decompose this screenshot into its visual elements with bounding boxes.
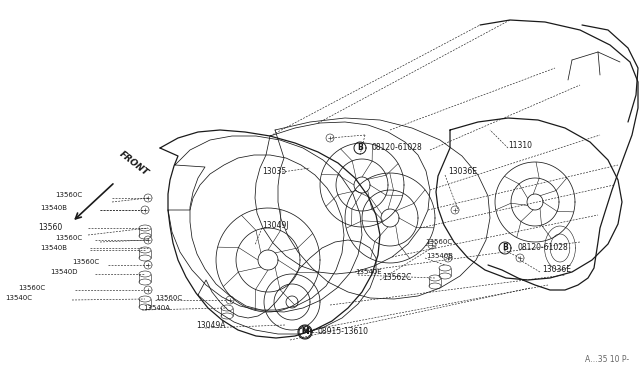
Text: 13562C: 13562C (382, 273, 412, 282)
Text: 13036E: 13036E (542, 266, 571, 275)
Text: 13560C: 13560C (55, 192, 82, 198)
Text: M: M (301, 329, 308, 335)
Text: 13049J: 13049J (262, 221, 289, 230)
Text: 08120-61028: 08120-61028 (372, 144, 423, 153)
Text: 13540C: 13540C (5, 295, 32, 301)
Text: 13560: 13560 (38, 224, 62, 232)
Text: 13049A: 13049A (196, 321, 225, 330)
Text: 13540B: 13540B (40, 245, 67, 251)
Text: FRONT: FRONT (118, 150, 150, 178)
Text: 13560C: 13560C (55, 235, 82, 241)
Text: 13540A: 13540A (143, 305, 170, 311)
Text: 11310: 11310 (508, 141, 532, 150)
Text: 13560C: 13560C (425, 239, 452, 245)
Text: M: M (301, 327, 309, 337)
Text: 08915-13610: 08915-13610 (318, 327, 369, 337)
Text: 13035: 13035 (262, 167, 286, 176)
Text: 13540B: 13540B (40, 205, 67, 211)
Text: 13560C: 13560C (72, 259, 99, 265)
Text: 08120-61028: 08120-61028 (518, 244, 569, 253)
Text: 13540B: 13540B (426, 253, 453, 259)
Text: 13560C: 13560C (18, 285, 45, 291)
Text: 13036E: 13036E (448, 167, 477, 176)
Text: B: B (502, 244, 508, 253)
Text: A…35 10 P-: A…35 10 P- (585, 355, 629, 364)
Text: 13560C: 13560C (155, 295, 182, 301)
Text: B: B (357, 144, 363, 153)
Text: 13540D: 13540D (50, 269, 77, 275)
Text: 13540E: 13540E (355, 269, 381, 275)
